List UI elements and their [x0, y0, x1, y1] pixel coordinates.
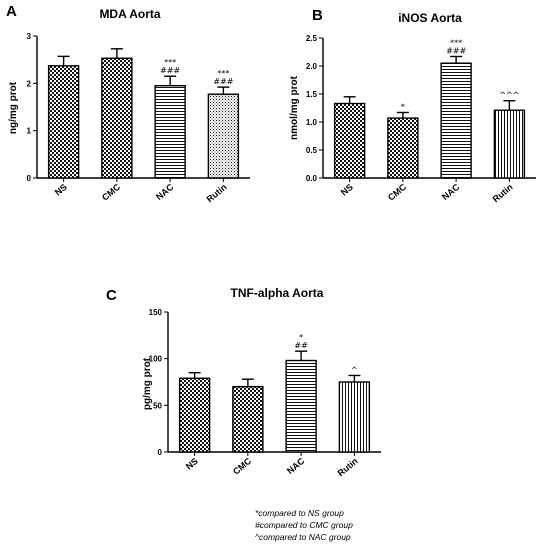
bar	[232, 385, 264, 453]
category-label: NS	[184, 456, 200, 472]
bar	[440, 62, 472, 179]
panel-b-plot: 0.0 0.5 1.0 1.5 2.0 2.5 NS CMC * NAC ###*** Rutin ^^…	[306, 34, 536, 204]
category-label: NAC	[154, 182, 176, 203]
footnote-cmc: #compared to CMC group	[255, 520, 353, 530]
panel-c-plot: 0 50 100 150 NS CMC NAC ##* Rutin ^	[149, 308, 381, 478]
bar	[387, 117, 419, 179]
category-label: NS	[53, 182, 69, 198]
bar	[493, 109, 526, 179]
y-tick-label: 1.0	[306, 118, 318, 127]
panel-c: C TNF-alpha Aorta pg/mg prot 0 50 100 150 NS…	[106, 286, 381, 478]
bar	[101, 57, 133, 179]
bar	[333, 102, 366, 179]
category-label: NS	[339, 182, 355, 198]
y-tick-label: 2.5	[306, 34, 318, 43]
significance-label: ^	[351, 365, 358, 374]
significance-label: ***	[450, 38, 462, 47]
y-tick-label: 50	[153, 401, 162, 410]
y-tick-label: 2.0	[306, 62, 318, 71]
y-tick-label: 0.5	[306, 146, 318, 155]
y-tick-label: 2	[27, 79, 32, 88]
panel-c-title: TNF-alpha Aorta	[231, 286, 324, 300]
panel-b-title: iNOS Aorta	[398, 11, 462, 25]
panel-b: B iNOS Aorta nmol/mg prot 0.0 0.5 1.0 1.5 2.…	[289, 7, 536, 204]
significance-label: ##	[294, 341, 308, 350]
bar	[207, 93, 240, 179]
significance-label: ###	[213, 77, 233, 86]
category-label: CMC	[386, 182, 409, 203]
y-tick-label: 1.5	[306, 90, 318, 99]
y-tick-label: 0	[27, 174, 32, 183]
footnote-ns: *compared to NS group	[255, 508, 344, 518]
panel-b-y-axis-label: nmol/mg prot	[289, 75, 300, 140]
panel-c-y-axis-label: pg/mg prot	[142, 357, 153, 410]
significance-label: *	[401, 102, 405, 111]
category-label: NAC	[285, 456, 307, 477]
y-tick-label: 3	[27, 32, 32, 41]
significance-label: ###	[446, 46, 466, 55]
y-tick-label: 100	[149, 355, 163, 364]
category-label: NAC	[440, 182, 462, 203]
y-tick-label: 0	[158, 448, 163, 457]
bar	[47, 65, 80, 179]
significance-label: ***	[164, 58, 176, 67]
bar	[178, 377, 211, 453]
significance-label: *	[299, 333, 303, 342]
category-label: Rutin	[205, 182, 229, 204]
significance-label: ###	[160, 66, 180, 75]
footnote-nac: ^compared to NAC group	[255, 532, 351, 542]
y-tick-label: 0.0	[306, 174, 318, 183]
panel-b-letter: B	[312, 7, 323, 24]
footnotes: *compared to NS group #compared to CMC g…	[255, 508, 353, 542]
category-label: Rutin	[491, 182, 515, 204]
panel-a-y-axis-label: ng/mg prot	[8, 81, 19, 134]
category-label: CMC	[100, 182, 123, 203]
bar	[285, 359, 317, 453]
significance-label: ***	[217, 69, 229, 78]
panel-a-title: MDA Aorta	[99, 7, 160, 21]
category-label: Rutin	[336, 456, 360, 478]
y-tick-label: 150	[149, 308, 163, 317]
significance-label: ^^^	[499, 91, 519, 100]
panel-c-letter: C	[106, 287, 117, 304]
bar	[338, 381, 371, 453]
panel-a-letter: A	[6, 3, 17, 20]
category-label: CMC	[231, 456, 254, 477]
y-tick-label: 1	[27, 127, 32, 136]
bar	[154, 84, 186, 179]
